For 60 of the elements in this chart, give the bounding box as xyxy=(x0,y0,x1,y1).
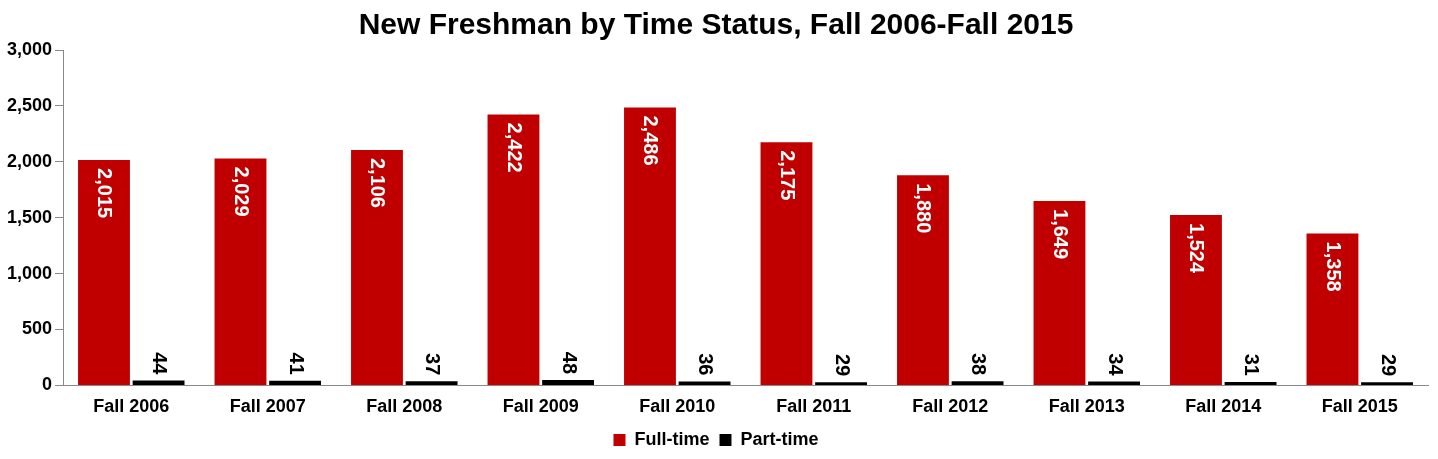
bar xyxy=(1170,215,1222,385)
y-tick-label: 3,000 xyxy=(7,38,53,59)
bar xyxy=(405,381,458,385)
bar xyxy=(897,175,949,385)
data-label: 2,422 xyxy=(503,122,526,173)
bar xyxy=(132,380,185,385)
bar xyxy=(624,107,676,385)
x-tick-label: Fall 2015 xyxy=(1321,396,1398,417)
bar xyxy=(1033,201,1086,385)
bar xyxy=(1306,233,1359,385)
bar xyxy=(1224,381,1277,385)
bar xyxy=(678,381,731,385)
legend-label: Part-time xyxy=(740,428,819,449)
data-label: 2,106 xyxy=(367,157,390,209)
data-label: 2,175 xyxy=(776,150,799,201)
x-tick-label: Fall 2009 xyxy=(502,396,579,417)
x-tick-label: Fall 2014 xyxy=(1185,396,1262,417)
data-label: 37 xyxy=(422,353,445,376)
x-tick-label: Fall 2012 xyxy=(912,396,989,417)
y-tick-label: 0 xyxy=(42,374,53,395)
data-label: 34 xyxy=(1104,353,1127,377)
data-label: 48 xyxy=(558,351,581,375)
x-tick-label: Fall 2008 xyxy=(366,396,443,417)
y-tick-label: 2,000 xyxy=(7,150,53,171)
bar xyxy=(78,160,130,385)
y-tick-label: 1,500 xyxy=(7,206,53,227)
chart-title: New Freshman by Time Status, Fall 2006-Fall 2015 xyxy=(358,7,1074,41)
data-label: 2,486 xyxy=(640,115,663,166)
x-tick-label: Fall 2011 xyxy=(776,396,852,417)
data-label: 38 xyxy=(968,352,991,376)
data-label: 1,358 xyxy=(1322,241,1345,292)
data-label: 2,029 xyxy=(230,166,253,217)
bar xyxy=(542,380,595,385)
data-label: 41 xyxy=(285,352,308,375)
y-tick-label: 1,000 xyxy=(7,262,53,283)
data-label: 44 xyxy=(149,352,172,376)
data-label: 29 xyxy=(1377,353,1400,377)
y-tick-label: 500 xyxy=(22,318,53,339)
x-tick-label: Fall 2013 xyxy=(1048,396,1125,417)
data-label: 29 xyxy=(831,353,854,377)
bar xyxy=(214,158,267,385)
data-label: 2,015 xyxy=(94,168,117,219)
y-tick-label: 2,500 xyxy=(7,94,53,115)
bar xyxy=(760,142,813,385)
x-tick-label: Fall 2007 xyxy=(229,396,306,417)
x-tick-label: Fall 2006 xyxy=(93,396,170,417)
x-tick-label: Fall 2010 xyxy=(639,396,716,417)
bar xyxy=(269,380,322,385)
data-label: 36 xyxy=(695,353,718,376)
data-label: 1,880 xyxy=(913,183,936,234)
bar xyxy=(1361,382,1413,385)
legend-label: Full-time xyxy=(634,428,710,449)
data-label: 1,649 xyxy=(1049,209,1072,260)
bar xyxy=(951,381,1004,385)
bar xyxy=(351,149,403,385)
data-label: 31 xyxy=(1241,353,1264,376)
bar xyxy=(1088,381,1140,385)
data-label: 1,524 xyxy=(1186,223,1209,274)
bar xyxy=(815,382,867,385)
bar xyxy=(487,114,540,385)
